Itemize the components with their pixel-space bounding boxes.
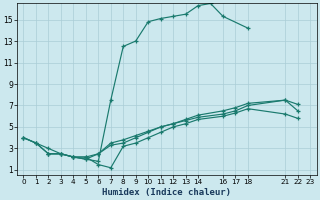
X-axis label: Humidex (Indice chaleur): Humidex (Indice chaleur)	[102, 188, 231, 197]
